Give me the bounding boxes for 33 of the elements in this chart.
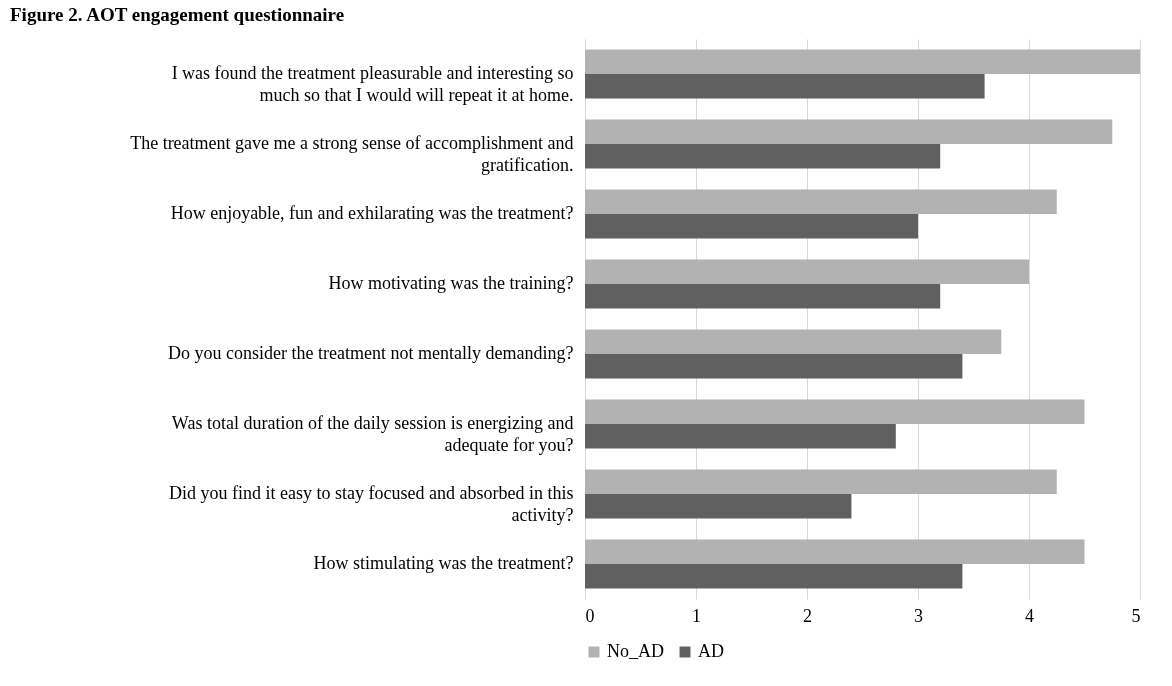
x-tick-label: 2 [803, 605, 812, 626]
y-tick-label: The treatment gave me a strong sense of accomplishment and gratification. [130, 133, 574, 175]
bar [585, 189, 1057, 214]
legend-label: AD [698, 641, 724, 661]
bar [585, 469, 1057, 494]
y-tick-label: I was found the treatment pleasurable and interesting so much so that I would will repeat it at home. [171, 63, 574, 105]
x-tick-label: 0 [585, 605, 595, 626]
x-tick-label: 3 [914, 605, 923, 626]
bar [585, 49, 1140, 74]
bar [585, 494, 852, 519]
bar [585, 399, 1085, 424]
bar [585, 539, 1085, 564]
x-tick-label: 4 [1025, 605, 1034, 626]
y-tick-label: How enjoyable, fun and exhilarating was the treatment? [170, 203, 574, 223]
bar [585, 119, 1113, 144]
bar [585, 424, 896, 449]
y-tick-label: Do you consider the treatment not mentally demanding? [168, 343, 574, 363]
bar [585, 214, 918, 239]
legend-label: No_AD [607, 641, 664, 661]
bar [585, 354, 963, 379]
y-tick-label: Was total duration of the daily session is energizing and adequate for you? [171, 413, 574, 455]
bar [585, 564, 963, 589]
y-tick-label: How stimulating was the treatment? [313, 553, 574, 573]
text: Figure 2. AOT engagement questionnaire [10, 4, 345, 25]
bar [585, 284, 941, 309]
bar [585, 144, 941, 169]
y-tick-label: How motivating was the training? [328, 273, 574, 293]
bar [585, 329, 1002, 354]
bar [585, 74, 985, 99]
x-tick-label: 5 [1131, 605, 1141, 626]
x-tick-label: 1 [692, 605, 701, 626]
bar [585, 259, 1029, 284]
y-tick-label: Did you find it easy to stay focused and absorbed in this activity? [169, 483, 574, 525]
